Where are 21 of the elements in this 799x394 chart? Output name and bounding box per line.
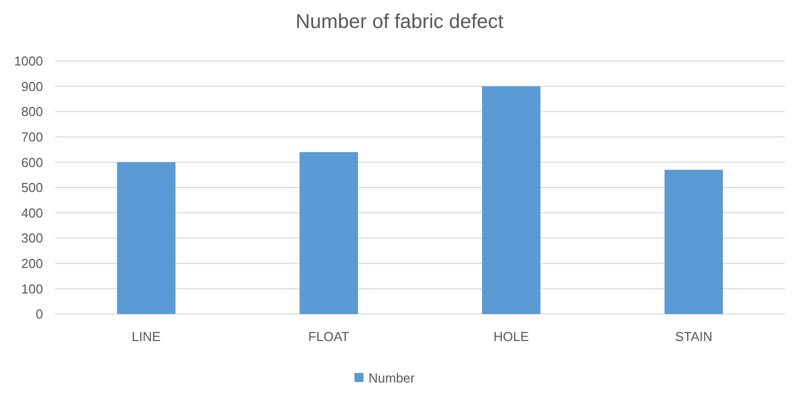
- y-tick-label: 500: [21, 180, 43, 196]
- bar: [117, 162, 176, 314]
- y-tick-label: 400: [21, 205, 43, 220]
- bar: [300, 152, 358, 314]
- x-tick-label: HOLE: [494, 329, 530, 344]
- y-tick-label: 300: [21, 230, 43, 246]
- y-tick-label: 100: [21, 281, 43, 296]
- bar: [664, 170, 723, 314]
- y-tick-label: 200: [21, 256, 43, 271]
- y-tick-label: 0: [36, 306, 43, 322]
- chart-title: Number of fabric defect: [296, 11, 504, 33]
- legend-label: Number: [368, 370, 416, 386]
- bar: [482, 86, 540, 314]
- x-tick-label: STAIN: [675, 329, 712, 344]
- y-tick-label: 800: [21, 104, 43, 120]
- y-tick-label: 900: [21, 78, 43, 94]
- y-tick-label: 600: [21, 154, 43, 170]
- x-tick-label: LINE: [132, 329, 162, 344]
- x-tick-label: FLOAT: [308, 329, 350, 344]
- y-tick-label: 1000: [14, 54, 43, 69]
- y-tick-label: 700: [21, 129, 43, 144]
